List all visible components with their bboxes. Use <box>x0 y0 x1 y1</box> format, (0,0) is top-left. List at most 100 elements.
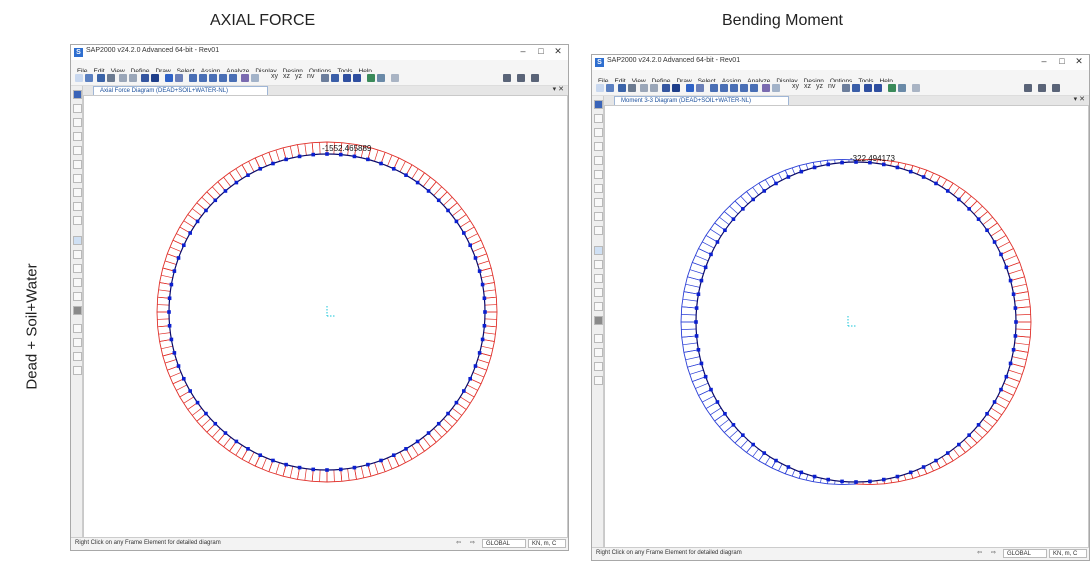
previous-select-icon[interactable] <box>73 278 82 287</box>
tab-moment-diagram[interactable]: Moment 3-3 Diagram (DEAD+SOIL+WATER-NL) <box>614 96 789 105</box>
menu-tools[interactable]: Tools <box>858 76 873 88</box>
maximize-icon[interactable]: □ <box>538 46 544 56</box>
reshape-tool-icon[interactable] <box>594 114 603 123</box>
grid-icon[interactable] <box>912 84 920 92</box>
frame-icon[interactable] <box>1024 84 1032 92</box>
undo-icon[interactable] <box>119 74 127 82</box>
close-icon[interactable]: ✕ <box>1075 56 1083 66</box>
pan-icon[interactable] <box>762 84 770 92</box>
portal-icon[interactable] <box>517 74 525 82</box>
up-icon[interactable] <box>864 84 872 92</box>
diagram-canvas[interactable]: -322.494173 <box>604 105 1089 548</box>
3d-view-icon[interactable] <box>772 84 780 92</box>
axial-force-diagram[interactable]: -1552.465889 <box>84 96 568 537</box>
print-icon[interactable] <box>107 74 115 82</box>
snap-options-icon[interactable] <box>73 306 82 315</box>
menu-options[interactable]: Options <box>830 76 852 88</box>
cable-tool-icon[interactable] <box>594 156 603 165</box>
select-all-icon[interactable] <box>594 246 603 255</box>
view-xz-button[interactable]: xz <box>283 73 290 80</box>
brace-tool-icon[interactable] <box>73 160 82 169</box>
clear-select-icon[interactable] <box>73 292 82 301</box>
view-xy-button[interactable]: xy <box>792 83 799 90</box>
zoom-window-icon[interactable] <box>189 74 197 82</box>
open-icon[interactable] <box>85 74 93 82</box>
snap-perpendicular-icon[interactable] <box>73 366 82 375</box>
snap-perpendicular-icon[interactable] <box>594 376 603 385</box>
maximize-icon[interactable]: □ <box>1059 56 1065 66</box>
brace-tool-icon[interactable] <box>594 170 603 179</box>
display-options-icon[interactable] <box>367 74 375 82</box>
run-icon[interactable] <box>165 74 173 82</box>
rotate-icon[interactable] <box>842 84 850 92</box>
menu-design[interactable]: Design <box>283 66 303 78</box>
crossing-select-icon[interactable] <box>594 274 603 283</box>
frame-tool-icon[interactable] <box>594 142 603 151</box>
menu-tools[interactable]: Tools <box>337 66 352 78</box>
menu-select[interactable]: Select <box>698 76 716 88</box>
menu-options[interactable]: Options <box>309 66 331 78</box>
units-select[interactable]: KN, m, C <box>1049 549 1087 558</box>
intersect-select-icon[interactable] <box>594 260 603 269</box>
next-arrow-icon[interactable]: ⇨ <box>469 540 475 546</box>
joint-tool-icon[interactable] <box>594 128 603 137</box>
rect-area-tool-icon[interactable] <box>594 198 603 207</box>
zoom-previous-icon[interactable] <box>219 74 227 82</box>
menu-file[interactable]: File <box>77 66 87 78</box>
tab-close-icon[interactable]: ▾ ✕ <box>552 86 564 93</box>
view-nv-button[interactable]: nv <box>828 83 836 90</box>
snap-lines-icon[interactable] <box>73 338 82 347</box>
menu-view[interactable]: View <box>632 76 646 88</box>
new-model-icon[interactable] <box>596 84 604 92</box>
coord-system-select[interactable]: GLOBAL <box>482 539 526 548</box>
pencil-icon[interactable] <box>141 74 149 82</box>
new-model-icon[interactable] <box>75 74 83 82</box>
solid-tool-icon[interactable] <box>594 226 603 235</box>
rotate-icon[interactable] <box>321 74 329 82</box>
joint-tool-icon[interactable] <box>73 118 82 127</box>
perspective-icon[interactable] <box>852 84 860 92</box>
minimize-icon[interactable]: – <box>520 46 526 56</box>
cable-tool-icon[interactable] <box>73 146 82 155</box>
menu-analyze[interactable]: Analyze <box>747 76 770 88</box>
intersect-select-icon[interactable] <box>73 250 82 259</box>
snap-options-icon[interactable] <box>594 316 603 325</box>
save-icon[interactable] <box>97 74 105 82</box>
menu-analyze[interactable]: Analyze <box>226 66 249 78</box>
up-icon[interactable] <box>343 74 351 82</box>
zoom-previous-icon[interactable] <box>740 84 748 92</box>
zoom-in-icon[interactable] <box>199 74 207 82</box>
snap-intersections-icon[interactable] <box>73 352 82 361</box>
tab-axial-force-diagram[interactable]: Axial Force Diagram (DEAD+SOIL+WATER-NL) <box>93 86 268 95</box>
menu-select[interactable]: Select <box>177 66 195 78</box>
bending-moment-diagram[interactable]: -322.494173 <box>605 106 1089 547</box>
grid-icon[interactable] <box>391 74 399 82</box>
solid-tool-icon[interactable] <box>73 216 82 225</box>
check-icon[interactable] <box>898 84 906 92</box>
display-options-icon[interactable] <box>888 84 896 92</box>
view-xz-button[interactable]: xz <box>804 83 811 90</box>
save-icon[interactable] <box>618 84 626 92</box>
area-tool-icon[interactable] <box>594 184 603 193</box>
close-icon[interactable]: ✕ <box>554 46 562 56</box>
rect-area-tool-icon[interactable] <box>73 188 82 197</box>
undo-icon[interactable] <box>640 84 648 92</box>
snap-lines-icon[interactable] <box>594 348 603 357</box>
select-all-icon[interactable] <box>73 236 82 245</box>
down-icon[interactable] <box>353 74 361 82</box>
units-select[interactable]: KN, m, C <box>528 539 566 548</box>
run-icon[interactable] <box>686 84 694 92</box>
coord-system-select[interactable]: GLOBAL <box>1003 549 1047 558</box>
prev-arrow-icon[interactable]: ⇦ <box>976 550 982 556</box>
perspective-icon[interactable] <box>331 74 339 82</box>
menu-assign[interactable]: Assign <box>201 66 221 78</box>
run-options-icon[interactable] <box>175 74 183 82</box>
moment-frame-icon[interactable] <box>1052 84 1060 92</box>
view-nv-button[interactable]: nv <box>307 73 315 80</box>
menu-draw[interactable]: Draw <box>155 66 170 78</box>
zoom-out-icon[interactable] <box>730 84 738 92</box>
menu-view[interactable]: View <box>111 66 125 78</box>
reshape-tool-icon[interactable] <box>73 104 82 113</box>
quad-area-tool-icon[interactable] <box>594 212 603 221</box>
redo-icon[interactable] <box>129 74 137 82</box>
